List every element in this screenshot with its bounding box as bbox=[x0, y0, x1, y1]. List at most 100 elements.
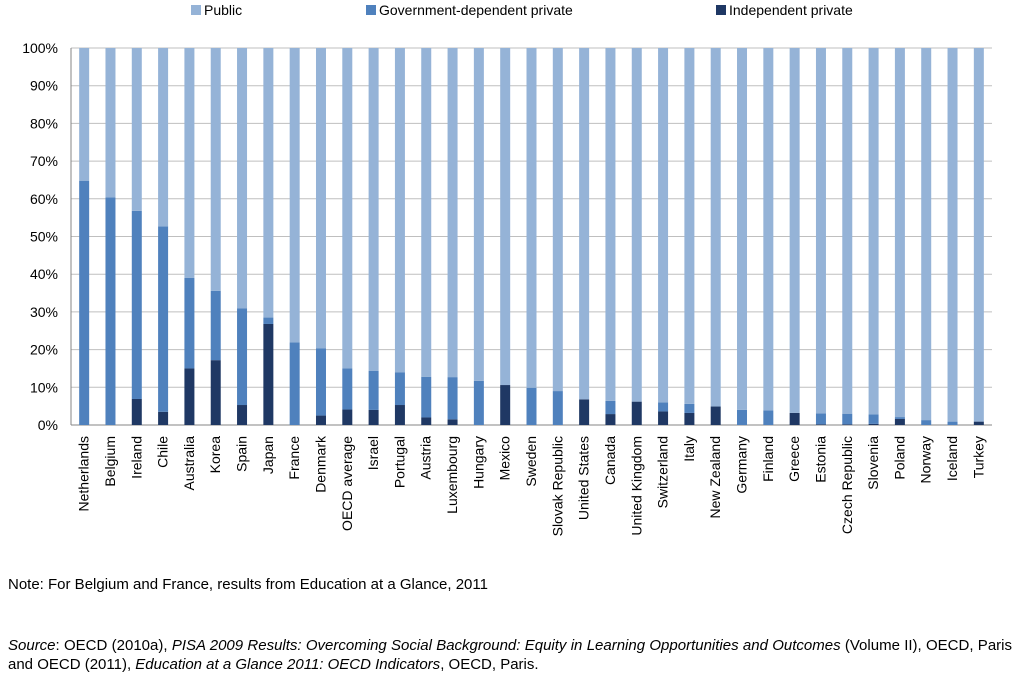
bar-government-dependent-private-finland bbox=[763, 410, 774, 425]
source-label: Source bbox=[8, 637, 56, 654]
bar-independent-private-israel bbox=[368, 409, 379, 425]
bar-independent-private-chile bbox=[158, 411, 169, 425]
x-tick-label: Netherlands bbox=[76, 436, 92, 512]
legend-label-public: Public bbox=[204, 2, 242, 18]
bar-public-mexico bbox=[500, 48, 511, 386]
x-tick-label: Slovenia bbox=[865, 436, 881, 490]
bar-government-dependent-private-ireland bbox=[131, 210, 142, 399]
x-tick-label: Denmark bbox=[312, 435, 328, 493]
bar-public-spain bbox=[237, 48, 248, 309]
bar-public-slovak-republic bbox=[552, 48, 563, 392]
bar-public-united-states bbox=[579, 48, 590, 400]
x-tick-label: Sweden bbox=[523, 436, 539, 487]
source-text-1: : OECD (2010a), bbox=[55, 637, 172, 654]
bar-independent-private-united-states bbox=[579, 399, 590, 425]
x-tick-label: Turkey bbox=[970, 436, 986, 478]
bar-government-dependent-private-oecd-average bbox=[342, 368, 353, 410]
bar-independent-private-ireland bbox=[131, 398, 142, 425]
bar-public-turkey bbox=[973, 48, 984, 422]
bar-public-france bbox=[289, 48, 300, 343]
bar-public-luxembourg bbox=[447, 48, 458, 378]
x-tick-label: Austria bbox=[418, 436, 434, 480]
bar-government-dependent-private-netherlands bbox=[79, 180, 90, 425]
bar-public-iceland bbox=[947, 48, 958, 422]
bar-government-dependent-private-canada bbox=[605, 400, 616, 415]
bar-government-dependent-private-italy bbox=[684, 403, 695, 413]
bar-independent-private-austria bbox=[421, 417, 432, 425]
bar-public-norway bbox=[921, 48, 932, 421]
x-tick-label: Italy bbox=[681, 436, 697, 462]
x-tick-label: Spain bbox=[234, 436, 250, 472]
bar-public-finland bbox=[763, 48, 774, 411]
bar-government-dependent-private-switzerland bbox=[658, 402, 669, 412]
bar-government-dependent-private-chile bbox=[158, 226, 169, 412]
y-tick-label: 10% bbox=[30, 379, 58, 395]
bar-public-portugal bbox=[394, 48, 405, 373]
x-tick-label: Estonia bbox=[812, 436, 828, 483]
x-tick-label: Canada bbox=[602, 436, 618, 485]
bar-public-austria bbox=[421, 48, 432, 377]
bar-government-dependent-private-slovak-republic bbox=[552, 391, 563, 425]
x-tick-label: Switzerland bbox=[655, 436, 671, 508]
y-tick-label: 60% bbox=[30, 191, 58, 207]
bar-independent-private-oecd-average bbox=[342, 409, 353, 425]
bar-public-sweden bbox=[526, 48, 537, 388]
bar-independent-private-estonia bbox=[815, 424, 826, 425]
bar-government-dependent-private-hungary bbox=[473, 380, 484, 425]
x-tick-label: Japan bbox=[260, 436, 276, 474]
y-tick-label: 30% bbox=[30, 304, 58, 320]
y-tick-label: 40% bbox=[30, 266, 58, 282]
x-tick-label: Chile bbox=[155, 436, 171, 468]
stacked-bar-chart: 0% 10% 20% 30% 40% 50% 60% 70% 80% 90% 100% Netherl… bbox=[22, 2, 992, 536]
bar-independent-private-new-zealand bbox=[710, 406, 721, 425]
bar-government-dependent-private-iceland bbox=[947, 421, 958, 425]
bar-independent-private-australia bbox=[184, 368, 195, 425]
bar-public-netherlands bbox=[79, 48, 90, 181]
bar-government-dependent-private-norway bbox=[921, 420, 932, 425]
bar-independent-private-spain bbox=[237, 405, 248, 425]
x-tick-label: Belgium bbox=[102, 436, 118, 487]
bar-public-ireland bbox=[131, 48, 142, 211]
bar-public-hungary bbox=[473, 48, 484, 381]
x-tick-label: Korea bbox=[207, 436, 223, 474]
bar-public-belgium bbox=[105, 48, 116, 198]
bar-government-dependent-private-slovenia bbox=[868, 414, 879, 424]
y-tick-label: 70% bbox=[30, 153, 58, 169]
legend: Public Government-dependent private Indepe… bbox=[191, 2, 853, 18]
x-tick-label: Hungary bbox=[470, 436, 486, 489]
source-text-3: , OECD, Paris. bbox=[440, 656, 539, 673]
bar-public-new-zealand bbox=[710, 48, 721, 407]
bar-public-switzerland bbox=[658, 48, 669, 403]
bar-independent-private-slovenia bbox=[868, 423, 879, 425]
bar-independent-private-portugal bbox=[394, 405, 405, 425]
source-title-1: PISA 2009 Results: Overcoming Social Bac… bbox=[171, 637, 841, 654]
x-tick-label: Portugal bbox=[391, 436, 407, 488]
bar-government-dependent-private-austria bbox=[421, 376, 432, 418]
bar-government-dependent-private-korea bbox=[210, 290, 221, 361]
bar-independent-private-mexico bbox=[500, 385, 511, 425]
bar-government-dependent-private-estonia bbox=[815, 413, 826, 425]
x-tick-label: Poland bbox=[891, 436, 907, 480]
bar-government-dependent-private-australia bbox=[184, 277, 195, 369]
y-tick-label: 0% bbox=[38, 417, 58, 433]
x-tick-label: Luxembourg bbox=[444, 436, 460, 514]
bar-public-slovenia bbox=[868, 48, 879, 415]
bar-government-dependent-private-spain bbox=[237, 308, 248, 406]
x-tick-label: Norway bbox=[918, 436, 934, 483]
bar-government-dependent-private-poland bbox=[894, 417, 905, 419]
x-tick-label: United Kingdom bbox=[628, 436, 644, 536]
bar-government-dependent-private-israel bbox=[368, 370, 379, 410]
bar-public-australia bbox=[184, 48, 195, 278]
x-tick-label: OECD average bbox=[339, 436, 355, 531]
legend-label-independent-private: Independent private bbox=[729, 2, 853, 18]
bar-government-dependent-private-japan bbox=[263, 317, 274, 324]
bar-independent-private-japan bbox=[263, 323, 274, 425]
source-title-2: Education at a Glance 2011: OECD Indicat… bbox=[135, 656, 441, 673]
x-tick-label: Czech Republic bbox=[839, 436, 855, 534]
bar-independent-private-greece bbox=[789, 412, 800, 425]
y-tick-label: 50% bbox=[30, 229, 58, 245]
legend-swatch-independent-private bbox=[716, 5, 726, 15]
legend-swatch-government-dependent-private bbox=[366, 5, 376, 15]
bar-government-dependent-private-luxembourg bbox=[447, 377, 458, 420]
bar-public-canada bbox=[605, 48, 616, 401]
